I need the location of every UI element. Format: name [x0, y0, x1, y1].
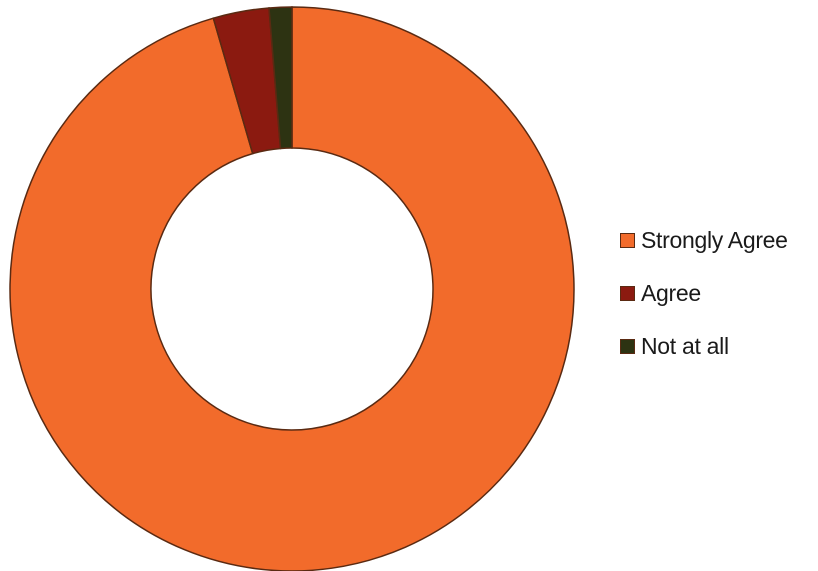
legend-swatch-agree: [620, 285, 635, 301]
slice-not-at-all: [268, 6, 293, 150]
legend-item-agree: Agree: [620, 279, 816, 307]
slice-strongly-agree: [9, 6, 575, 571]
chart-legend: Strongly Agree Agree Not at all: [620, 226, 816, 385]
chart-slices: [9, 6, 575, 571]
legend-item-not-at-all: Not at all: [620, 332, 816, 360]
legend-item-strongly-agree: Strongly Agree: [620, 226, 816, 254]
legend-swatch-strongly-agree: [620, 232, 635, 248]
legend-label-not-at-all: Not at all: [641, 332, 729, 359]
legend-label-agree: Agree: [641, 279, 701, 306]
legend-swatch-not-at-all: [620, 338, 635, 354]
legend-label-strongly-agree: Strongly Agree: [641, 226, 788, 253]
